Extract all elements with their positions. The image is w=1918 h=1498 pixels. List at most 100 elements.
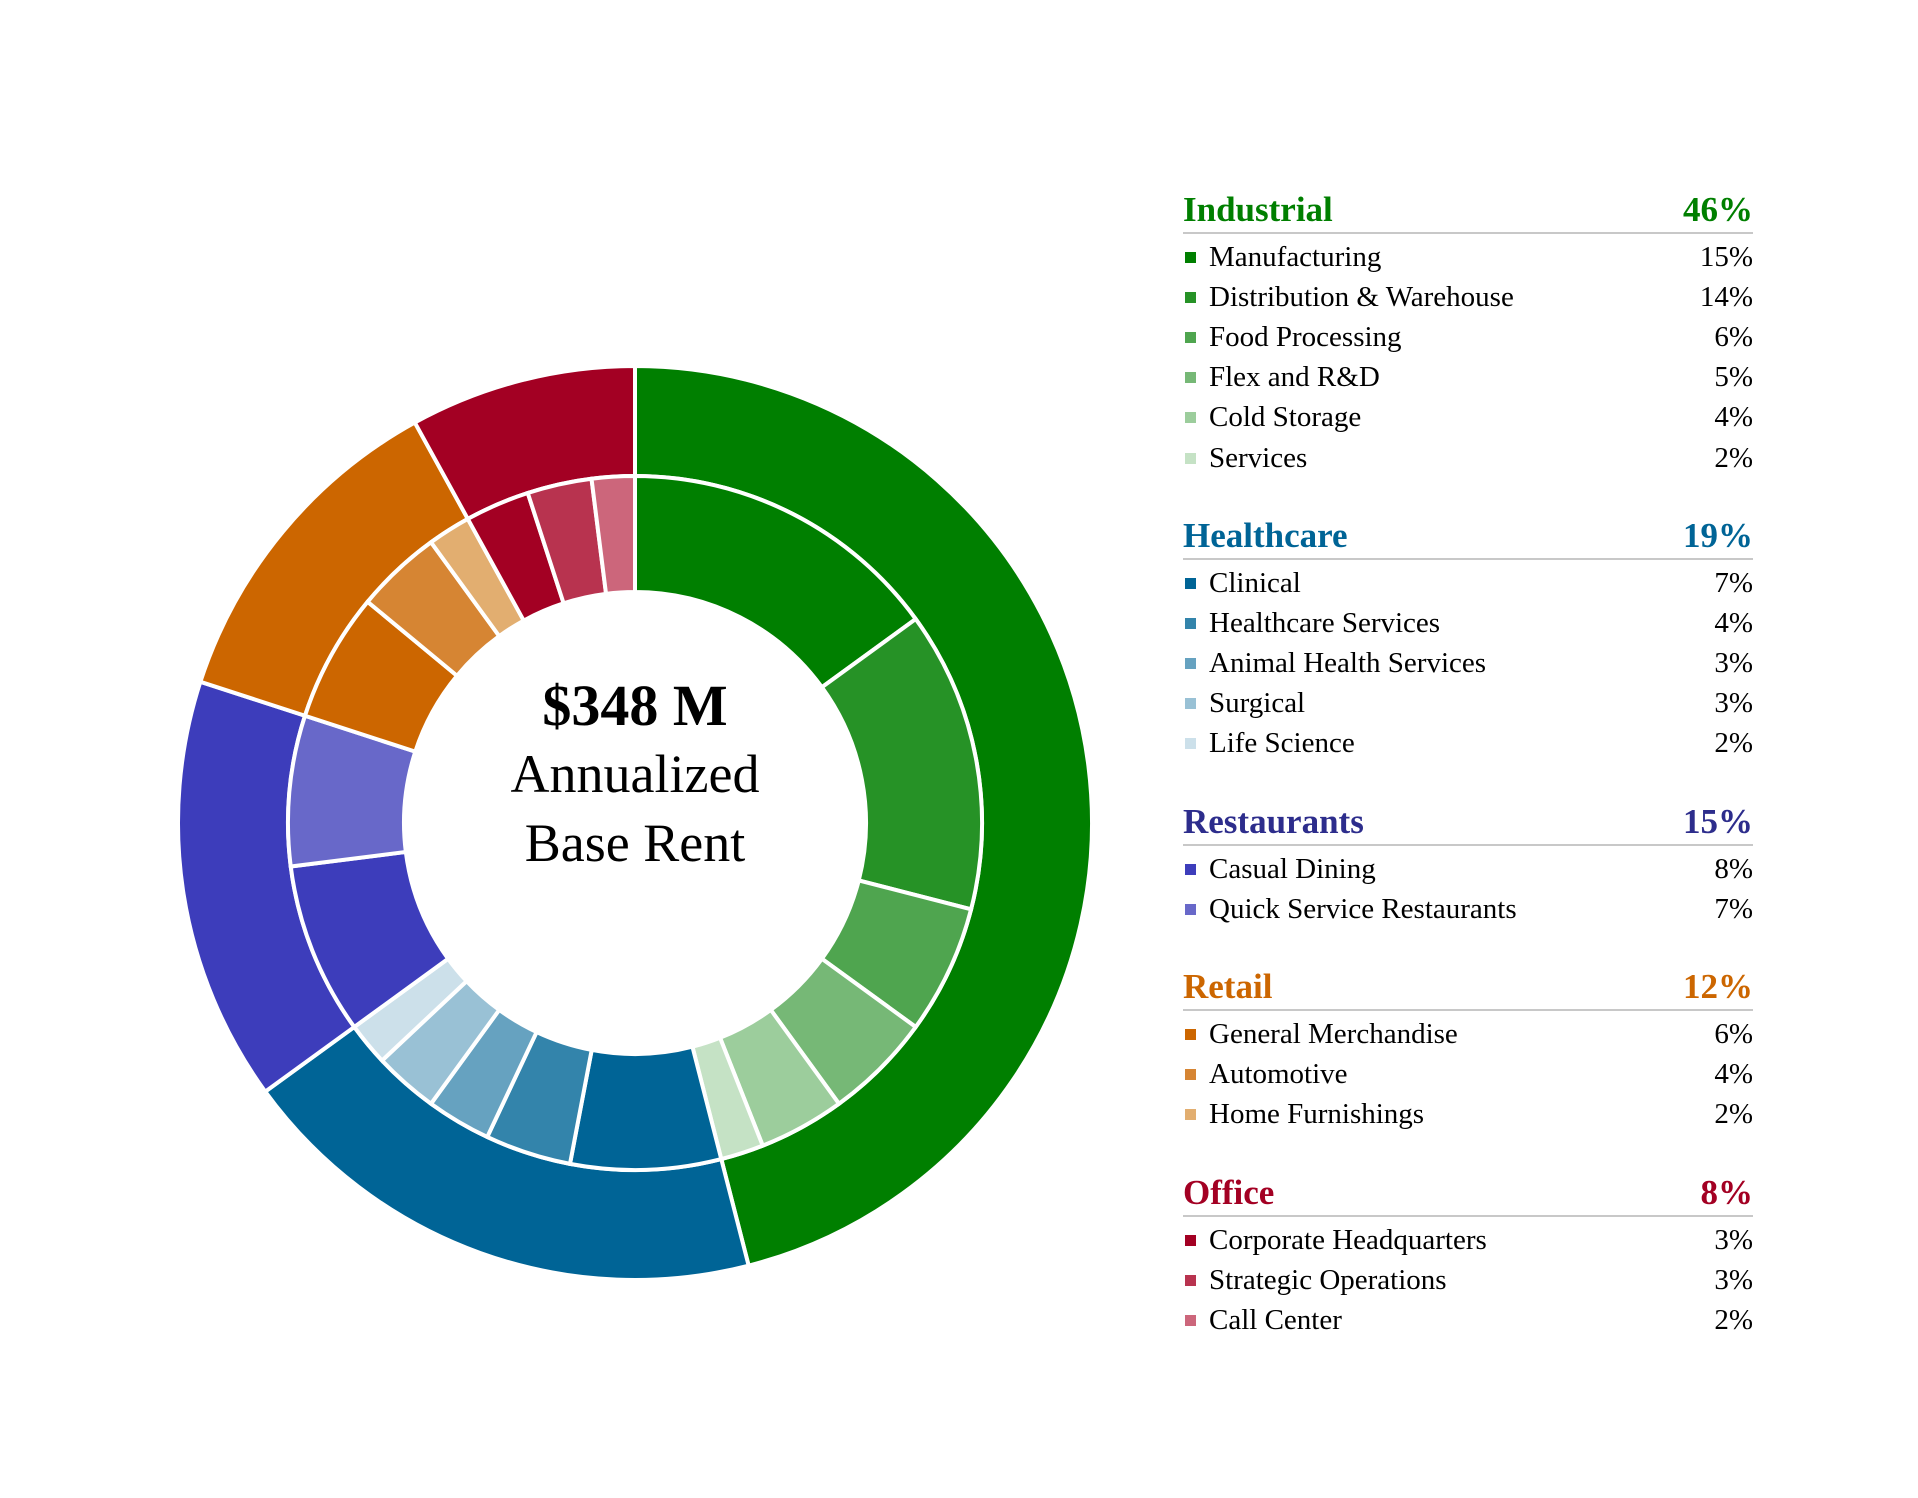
legend-item: Services 2% [1183, 438, 1753, 478]
legend-item-value: 14% [1699, 280, 1753, 313]
legend-item-label: Life Science [1209, 727, 1355, 760]
inner-ring [286, 473, 984, 1172]
legend-group-header: Healthcare 19% [1183, 516, 1753, 561]
legend-item: Life Science 2% [1183, 724, 1753, 764]
legend-item-value: 3% [1714, 687, 1753, 720]
legend-item-label: General Merchandise [1209, 1018, 1458, 1051]
legend-swatch [1185, 1314, 1196, 1326]
legend-item: Flex and R&D 5% [1183, 358, 1753, 398]
legend-item-value: 2% [1714, 441, 1753, 474]
legend-swatch [1185, 738, 1196, 750]
legend-item: Surgical 3% [1183, 684, 1753, 724]
center-amount: $348 M [542, 673, 727, 738]
legend-group-header: Office 8% [1183, 1173, 1753, 1217]
legend-swatch [1185, 331, 1196, 343]
legend-item: Manufacturing 15% [1183, 237, 1753, 277]
legend-item-label: Surgical [1209, 687, 1306, 720]
legend-swatch [1185, 577, 1196, 589]
legend-item: General Merchandise 6% [1183, 1014, 1753, 1054]
legend-item-label: Call Center [1209, 1303, 1342, 1336]
legend-item-value: 4% [1714, 401, 1753, 434]
legend-group-value: 8% [1700, 1173, 1754, 1212]
legend-group-value: 19% [1683, 516, 1753, 556]
legend-item: Casual Dining 8% [1183, 849, 1753, 889]
legend-item: Home Furnishings 2% [1183, 1095, 1753, 1135]
legend-item-value: 6% [1714, 320, 1753, 353]
legend-item: Call Center 2% [1183, 1300, 1753, 1340]
legend-swatch [1185, 617, 1196, 629]
legend-item-label: Casual Dining [1209, 852, 1376, 885]
legend-group-header: Industrial 46% [1183, 190, 1753, 234]
legend-group-title: Office [1183, 1173, 1275, 1212]
legend-item-value: 2% [1714, 1098, 1753, 1131]
legend-group-title: Restaurants [1183, 802, 1364, 842]
legend-item-value: 2% [1714, 727, 1753, 760]
legend-item-label: Automotive [1209, 1058, 1348, 1091]
legend-item-label: Manufacturing [1209, 240, 1382, 273]
legend-group-retail: Retail 12% General Merchandise 6% Automotive… [1183, 967, 1753, 1135]
legend-item-label: Healthcare Services [1209, 606, 1441, 639]
legend-item-label: Clinical [1209, 566, 1301, 599]
legend-item-value: 7% [1714, 892, 1753, 925]
legend-item-value: 5% [1714, 361, 1753, 394]
legend-item-label: Food Processing [1209, 320, 1402, 353]
legend-item: Food Processing 6% [1183, 317, 1753, 357]
legend-group-office: Office 8% Corporate Headquarters 3% Strategi… [1183, 1173, 1753, 1341]
legend-group-title: Retail [1183, 967, 1273, 1007]
legend-item: Clinical 7% [1183, 563, 1753, 603]
legend-group-value: 15% [1683, 802, 1753, 842]
legend-swatch [1185, 1029, 1196, 1041]
legend-item: Automotive 4% [1183, 1055, 1753, 1095]
legend-group-value: 12% [1683, 967, 1753, 1007]
legend-swatch [1185, 658, 1196, 670]
legend-group-header: Restaurants 15% [1183, 802, 1753, 847]
legend-item-label: Distribution & Warehouse [1209, 280, 1514, 313]
legend-group-value: 46% [1683, 190, 1753, 229]
legend-item-value: 3% [1714, 1263, 1753, 1296]
outer-ring [176, 363, 1094, 1282]
center-label-line1: Annualized [511, 744, 760, 804]
legend-item: Animal Health Services 3% [1183, 644, 1753, 684]
legend-item-label: Animal Health Services [1209, 647, 1487, 680]
legend: Industrial 46% Manufacturing 15% Distributio… [1183, 190, 1753, 1379]
legend-item-value: 4% [1714, 1058, 1753, 1091]
legend-swatch [1185, 372, 1196, 384]
legend-item: Strategic Operations 3% [1183, 1260, 1753, 1300]
legend-swatch [1185, 452, 1196, 464]
legend-item-value: 6% [1714, 1018, 1753, 1051]
legend-item: Healthcare Services 4% [1183, 603, 1753, 643]
legend-group-healthcare: Healthcare 19% Clinical 7% Healthcare Servic… [1183, 516, 1753, 764]
legend-item: Cold Storage 4% [1183, 398, 1753, 438]
inner-segment-clinical [567, 1044, 724, 1172]
legend-group-industrial: Industrial 46% Manufacturing 15% Distributio… [1183, 190, 1753, 478]
center-label-line2: Base Rent [525, 813, 745, 873]
legend-swatch [1185, 1109, 1196, 1121]
legend-swatch [1185, 251, 1196, 263]
legend-item-label: Services [1209, 441, 1308, 474]
legend-item-value: 3% [1714, 1223, 1753, 1256]
legend-group-header: Retail 12% [1183, 967, 1753, 1012]
legend-group-title: Industrial [1183, 190, 1333, 229]
legend-swatch [1185, 698, 1196, 710]
legend-item-value: 2% [1714, 1303, 1753, 1336]
legend-swatch [1185, 412, 1196, 424]
legend-swatch [1185, 1234, 1196, 1246]
legend-group-restaurants: Restaurants 15% Casual Dining 8% Quick Servi… [1183, 802, 1753, 929]
legend-item-label: Corporate Headquarters [1209, 1223, 1487, 1256]
legend-item: Corporate Headquarters 3% [1183, 1220, 1753, 1260]
legend-item: Quick Service Restaurants 7% [1183, 889, 1753, 929]
inner-segment-call-center [589, 473, 637, 597]
legend-swatch [1185, 1274, 1196, 1286]
legend-swatch [1185, 291, 1196, 303]
legend-item-value: 4% [1714, 606, 1753, 639]
legend-item-label: Quick Service Restaurants [1209, 892, 1517, 925]
legend-item-value: 8% [1714, 852, 1753, 885]
legend-swatch [1185, 1069, 1196, 1081]
legend-item-value: 7% [1714, 566, 1753, 599]
legend-swatch [1185, 903, 1196, 915]
legend-item-label: Flex and R&D [1209, 361, 1380, 394]
legend-item: Distribution & Warehouse 14% [1183, 277, 1753, 317]
legend-item-value: 3% [1714, 647, 1753, 680]
legend-item-label: Cold Storage [1209, 401, 1362, 434]
